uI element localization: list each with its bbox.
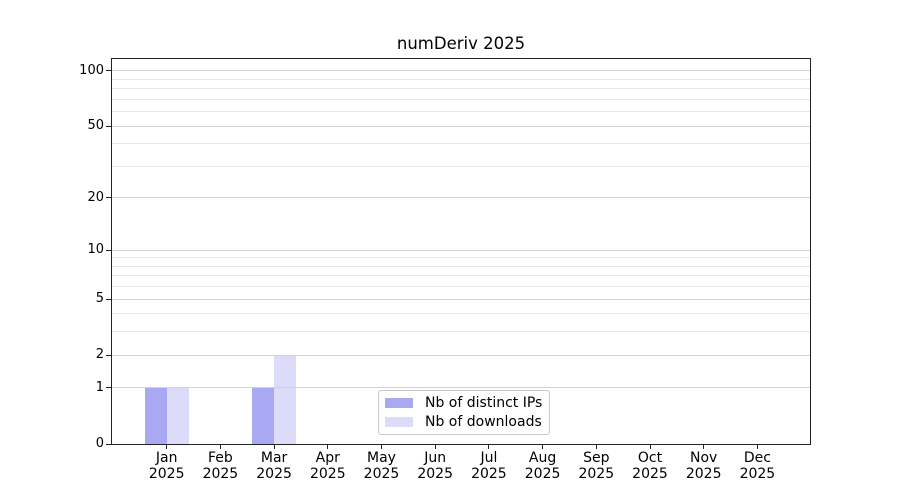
y-axis-tick [106, 354, 112, 356]
x-label-month: Nov [690, 450, 718, 466]
x-label-year: 2025 [632, 465, 668, 482]
legend-label-distinct-ips: Nb of distinct IPs [425, 395, 543, 411]
y-axis-tick-label: 2 [95, 347, 104, 363]
legend-swatch-distinct-ips [385, 398, 413, 408]
y-axis-tick-label: 50 [87, 118, 104, 134]
x-axis-tick [327, 444, 329, 449]
x-label-month: Jun [424, 450, 447, 466]
legend-label-downloads: Nb of downloads [425, 414, 542, 430]
legend: Nb of distinct IPs Nb of downloads [378, 390, 550, 435]
y-axis-tick-label: 1 [95, 379, 104, 395]
x-axis-tick [219, 444, 221, 449]
x-label-month: Sep [583, 450, 610, 466]
x-label-year: 2025 [524, 465, 561, 482]
bar-distinct-ips [252, 387, 275, 444]
x-axis-tick-label: Jan 2025 [135, 450, 199, 482]
x-axis-tick [756, 444, 758, 449]
gridline-major [112, 354, 810, 356]
gridlines-layer [112, 59, 810, 444]
bars-layer [112, 59, 810, 444]
x-axis-tick-label: Sep 2025 [564, 450, 628, 482]
x-axis-tick-label: Apr 2025 [296, 450, 360, 482]
legend-row-distinct-ips: Nb of distinct IPs [385, 396, 549, 410]
gridline-minor [112, 313, 810, 315]
gridline-major [112, 70, 810, 72]
x-label-year: 2025 [578, 465, 615, 482]
x-label-month: Dec [743, 450, 771, 466]
legend-swatch-downloads [385, 417, 413, 427]
x-axis-tick [273, 444, 275, 449]
x-axis-tick-label: Jul 2025 [457, 450, 521, 482]
plot-area [112, 59, 810, 444]
bar-downloads [166, 387, 189, 444]
x-label-month: Apr [315, 450, 340, 466]
x-axis-tick [381, 444, 382, 449]
x-axis-tick-label: Jun 2025 [403, 450, 467, 482]
x-axis-tick-label: Aug 2025 [511, 450, 575, 482]
gridline-major [112, 249, 810, 251]
y-axis-tick [106, 298, 112, 300]
y-axis-tick [106, 125, 112, 127]
y-axis-tick-label: 5 [95, 291, 104, 307]
x-label-month: Jan [155, 450, 178, 466]
x-axis-tick [649, 444, 651, 449]
gridline-minor [112, 165, 810, 167]
y-axis-tick-label: 20 [87, 189, 104, 205]
x-axis-tick-label: Feb 2025 [188, 450, 252, 482]
x-label-year: 2025 [309, 465, 346, 482]
x-axis-tick-label: Mar 2025 [242, 450, 306, 482]
gridline-minor [112, 331, 810, 333]
y-axis-tick-label: 100 [79, 62, 104, 78]
x-axis-tick-label: Oct 2025 [618, 450, 682, 482]
x-label-month: Jul [480, 450, 498, 466]
x-label-month: Feb [207, 450, 233, 466]
x-axis-tick [595, 444, 597, 449]
x-axis-tick-label: Dec 2025 [725, 450, 789, 482]
y-axis-tick-label: 0 [95, 436, 104, 451]
gridline-major [112, 125, 810, 127]
x-label-month: Aug [528, 450, 557, 466]
bar-downloads [274, 355, 297, 444]
x-label-year: 2025 [685, 465, 722, 482]
x-label-month: Mar [260, 450, 288, 466]
x-axis-tick-label: Nov 2025 [672, 450, 736, 482]
x-label-year: 2025 [148, 465, 185, 482]
gridline-minor [112, 286, 810, 288]
x-label-year: 2025 [202, 465, 239, 482]
gridline-major [112, 298, 810, 300]
x-label-month: May [367, 450, 396, 466]
x-label-year: 2025 [417, 465, 453, 482]
y-axis-tick-label: 10 [87, 242, 104, 258]
gridline-minor [112, 78, 810, 80]
gridline-minor [112, 143, 810, 145]
y-axis-tick [106, 387, 112, 389]
gridline-minor [112, 265, 810, 267]
x-label-year: 2025 [363, 465, 400, 482]
gridline-minor [112, 111, 810, 113]
y-axis-tick [106, 197, 112, 199]
gridline-major [112, 387, 810, 389]
x-axis-tick-label: May 2025 [350, 450, 414, 482]
gridline-minor [112, 88, 810, 90]
legend-row-downloads: Nb of downloads [385, 415, 549, 429]
gridline-minor [112, 98, 810, 100]
x-label-month: Oct [637, 450, 663, 466]
y-axis-tick [106, 70, 112, 72]
x-label-year: 2025 [471, 465, 507, 482]
x-axis-tick [434, 444, 436, 449]
x-label-year: 2025 [256, 465, 292, 482]
gridline-minor [112, 275, 810, 277]
x-axis-tick [542, 444, 544, 449]
x-axis-tick [488, 444, 490, 449]
chart-title: numDeriv 2025 [396, 34, 526, 53]
gridline-minor [112, 257, 810, 259]
gridline-major [112, 197, 810, 199]
y-axis-tick [106, 443, 112, 445]
bar-distinct-ips [144, 387, 167, 444]
x-label-year: 2025 [739, 465, 776, 482]
x-axis-tick [703, 444, 705, 449]
y-axis-tick [106, 249, 112, 251]
x-axis-tick [166, 444, 168, 449]
